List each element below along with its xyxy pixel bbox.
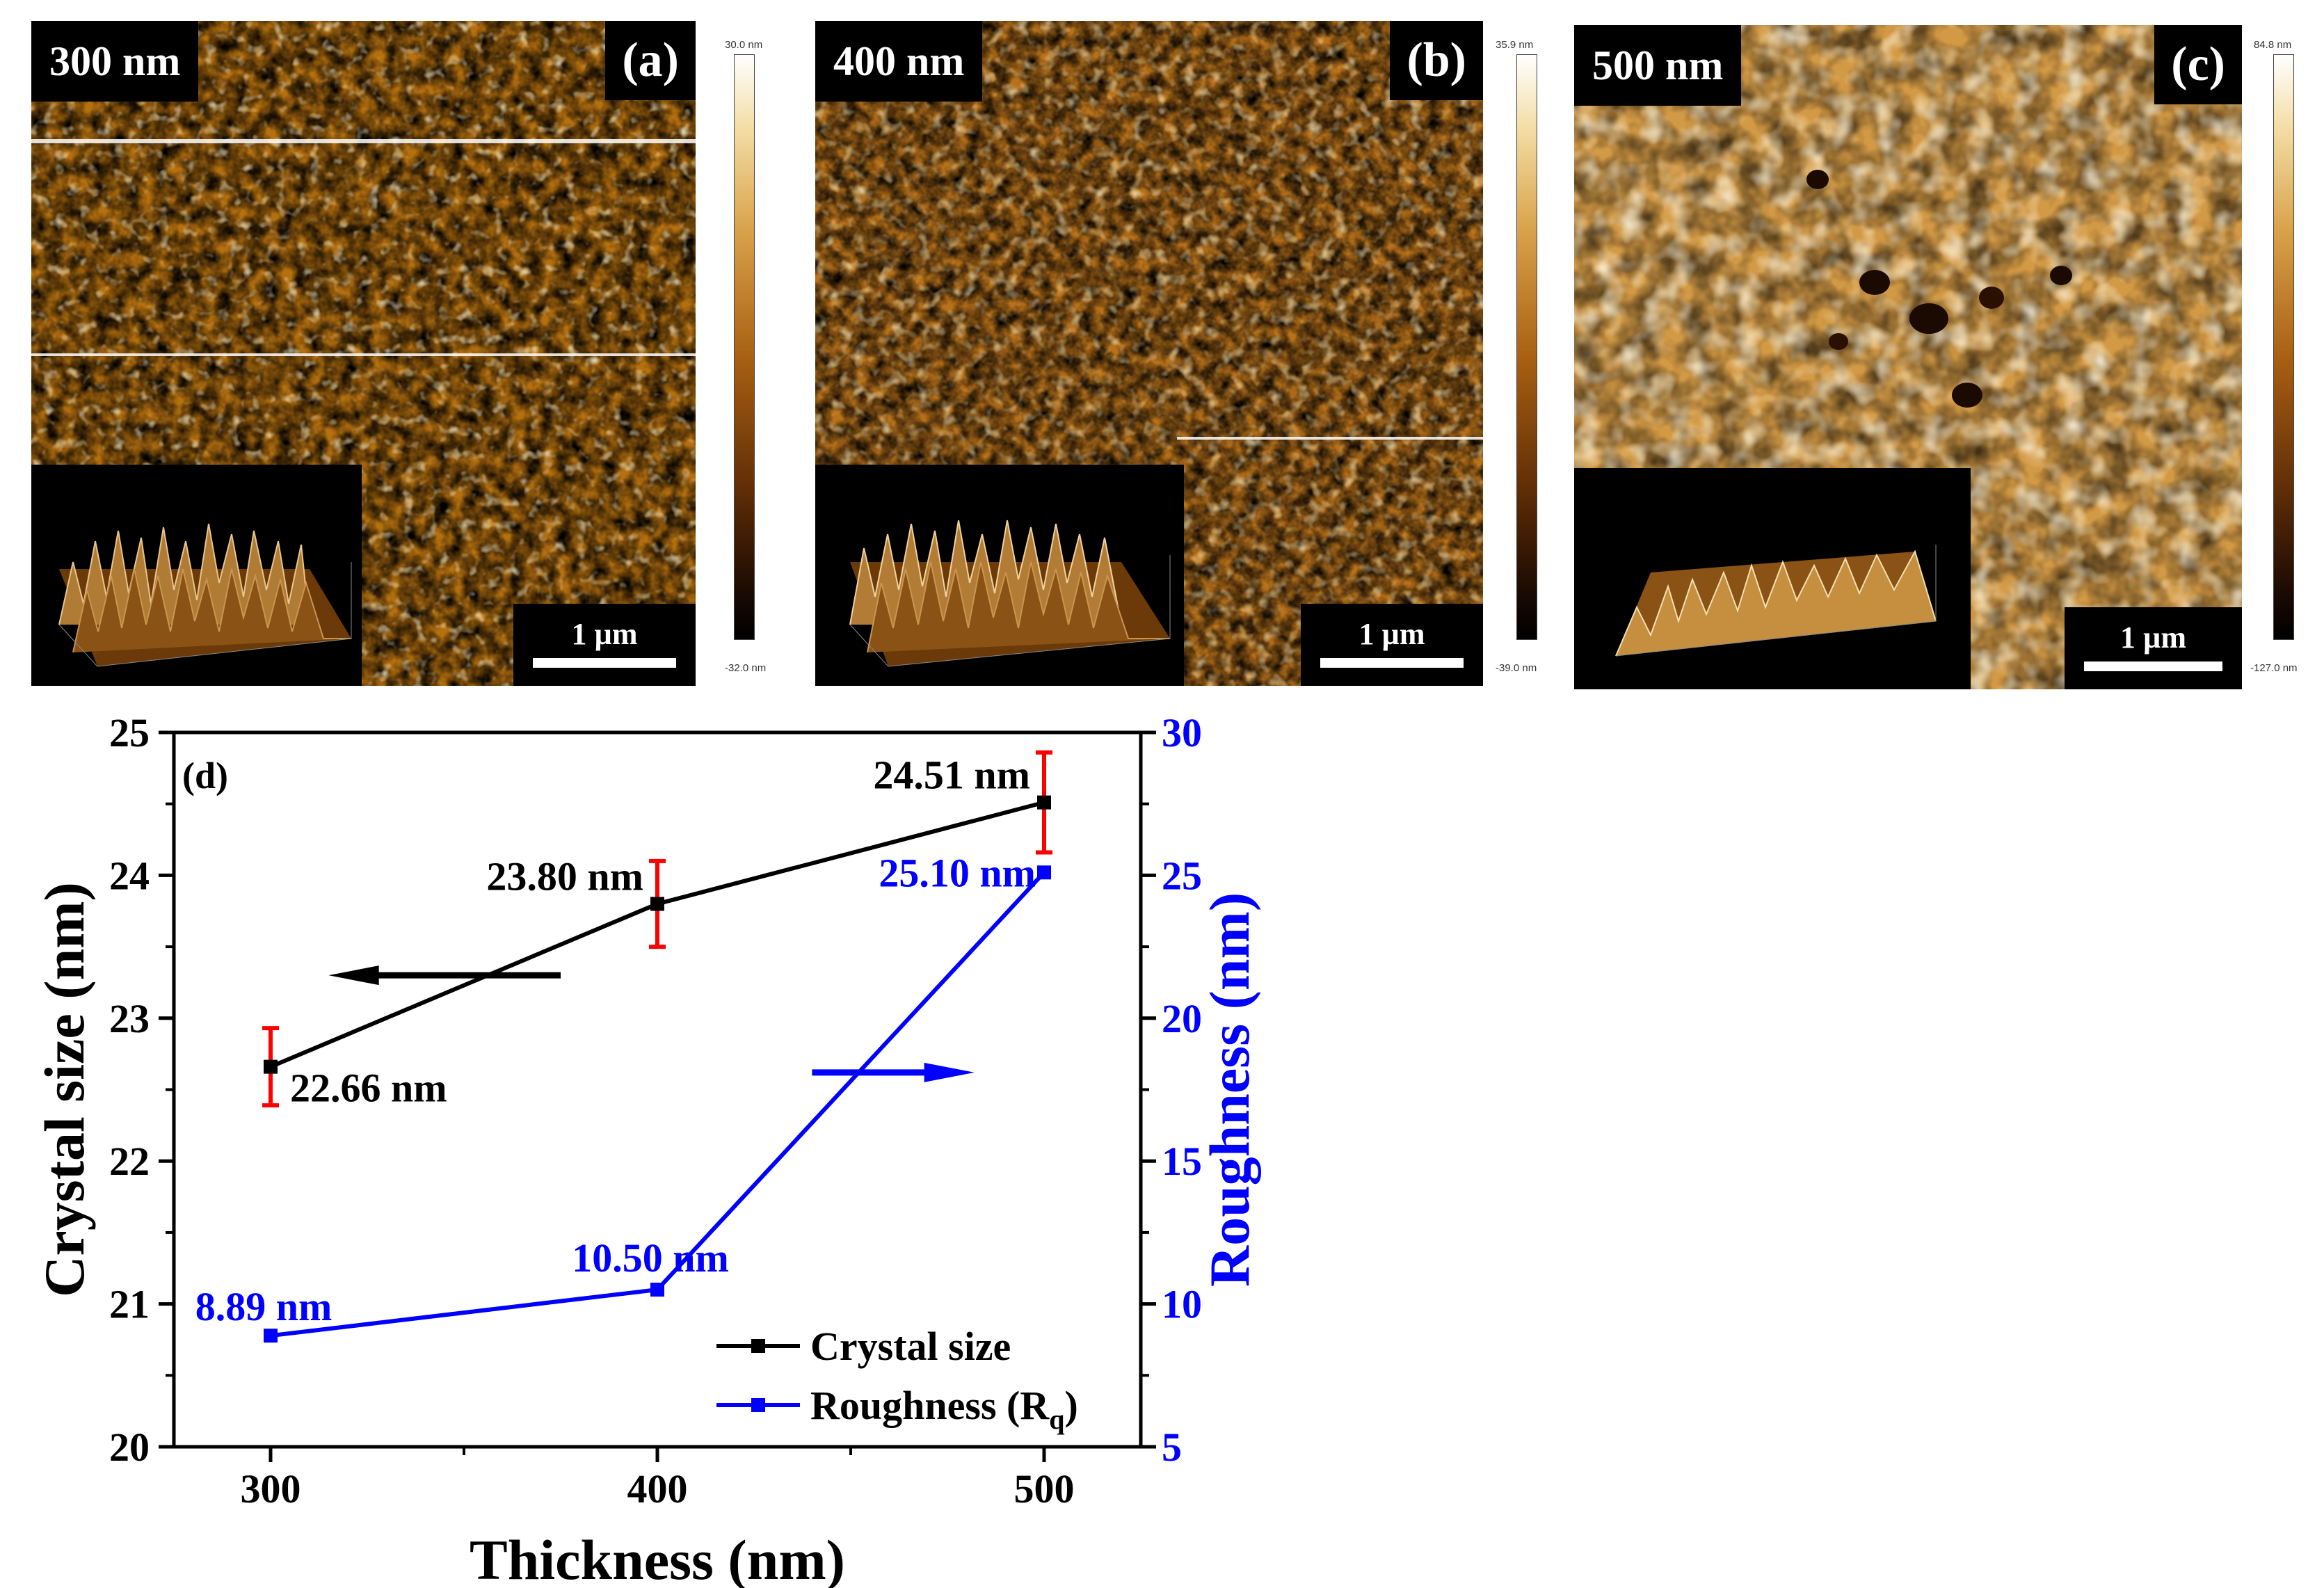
labels: 22.66 nm 23.80 nm 24.51 nm 8.89 nm 10.50 nm 2… (195, 753, 1036, 1330)
x-tick-label: 300 (241, 1466, 301, 1511)
roughness-point (650, 1283, 664, 1297)
scan-line (31, 139, 696, 143)
3d-surface-plot (58, 523, 352, 667)
legend-roughness-subscript: q (1049, 1404, 1064, 1435)
legend-roughness-marker (751, 1398, 765, 1412)
crystal-size-label: 24.51 nm (873, 753, 1030, 798)
3d-surface-plot (1615, 545, 1937, 657)
y2-tick-label: 5 (1162, 1425, 1182, 1470)
afm-panel-b: 400 nm (b) 1 µm (815, 21, 1483, 686)
y2-tick-label: 15 (1162, 1139, 1202, 1184)
scan-line (31, 353, 696, 356)
scale-bar: 1 µm (513, 604, 696, 686)
scale-bar-label: 1 µm (2119, 620, 2186, 655)
scan-line (1177, 437, 1483, 440)
chart-d: 300 400 500 20 21 22 23 24 25 5 10 15 20 25 30 Thicknes… (33, 710, 1261, 1588)
y-tick-label: 22 (109, 1139, 150, 1184)
roughness-point (1037, 865, 1051, 880)
left-arrow-head (328, 965, 379, 986)
panel-letter: (b) (1390, 21, 1483, 100)
y2-tick-label: 10 (1162, 1282, 1202, 1327)
color-scale-a (734, 54, 755, 640)
scale-bar: 1 µm (1301, 604, 1483, 686)
y-tick-label: 20 (109, 1425, 150, 1470)
y-tick-label: 23 (109, 996, 150, 1041)
panel-letter: (a) (605, 21, 696, 100)
y-tick-label: 25 (109, 710, 150, 755)
x-tick-label: 500 (1014, 1466, 1075, 1511)
roughness-point (264, 1329, 278, 1343)
y-tick-label: 21 (109, 1282, 150, 1327)
thickness-label: 300 nm (31, 21, 199, 102)
scale-bar-line (1320, 658, 1464, 668)
crystal-size-label: 22.66 nm (290, 1066, 447, 1111)
scale-bar-label: 1 µm (571, 617, 638, 651)
y2-tick-label: 30 (1162, 710, 1202, 755)
y-tick-label: 24 (109, 853, 150, 898)
thickness-label: 500 nm (1574, 25, 1742, 106)
series (262, 750, 1052, 1343)
y2-tick-label: 20 (1162, 996, 1202, 1041)
crystal-size-point (264, 1059, 278, 1074)
color-scale-min: -32.0 nm (725, 662, 767, 674)
color-scale-max: 84.8 nm (2254, 39, 2292, 51)
color-scale-min: -127.0 nm (2250, 662, 2298, 674)
scale-bar-line (533, 658, 676, 668)
crystal-size-point (650, 897, 664, 911)
legend-crystal-marker (751, 1339, 765, 1353)
roughness-label: 10.50 nm (572, 1235, 729, 1281)
3d-surface-plot (849, 520, 1171, 667)
3d-inset (31, 465, 362, 686)
scale-bar-line (2084, 661, 2222, 671)
3d-inset (815, 465, 1184, 686)
crystal-size-point (1037, 795, 1051, 810)
x-axis-title: Thickness (nm) (470, 1528, 845, 1588)
afm-panel-a: 300 nm (a) 1 µm (31, 21, 696, 686)
roughness-label: 8.89 nm (195, 1284, 332, 1329)
crystal-size-label: 23.80 nm (486, 853, 643, 899)
legend-roughness-text: Roughness (R (810, 1383, 1050, 1428)
legend-crystal-label: Crystal size (810, 1324, 1011, 1369)
legend-roughness-label: Roughness (Rq) (810, 1383, 1078, 1435)
y-axis-title: Crystal size (nm) (33, 882, 96, 1297)
x-tick-label: 400 (627, 1466, 688, 1511)
scale-bar-label: 1 µm (1359, 617, 1425, 651)
thickness-label: 400 nm (815, 21, 983, 102)
y2-tick-label: 25 (1162, 853, 1202, 898)
panel-letter: (c) (2154, 25, 2242, 104)
color-scale-c (2273, 54, 2294, 640)
afm-panel-c: 500 nm (c) 1 µm (1574, 25, 2242, 689)
color-scale-max: 30.0 nm (725, 39, 763, 51)
roughness-label: 25.10 nm (879, 850, 1036, 895)
legend-roughness-text-end: ) (1065, 1383, 1078, 1428)
right-arrow-head (924, 1062, 975, 1082)
3d-inset (1574, 468, 1971, 689)
axes: 300 400 500 20 21 22 23 24 25 5 10 15 20 25 30 Thicknes… (33, 710, 1261, 1588)
legend: Crystal size Roughness (Rq) (716, 1324, 1078, 1435)
panel-letter-d: (d) (182, 755, 228, 796)
color-scale-min: -39.0 nm (1496, 662, 1537, 674)
color-scale-b (1516, 54, 1537, 640)
scale-bar: 1 µm (2065, 607, 2242, 689)
y2-axis-title: Roughness (nm) (1198, 892, 1261, 1287)
color-scale-max: 35.9 nm (1496, 39, 1534, 51)
